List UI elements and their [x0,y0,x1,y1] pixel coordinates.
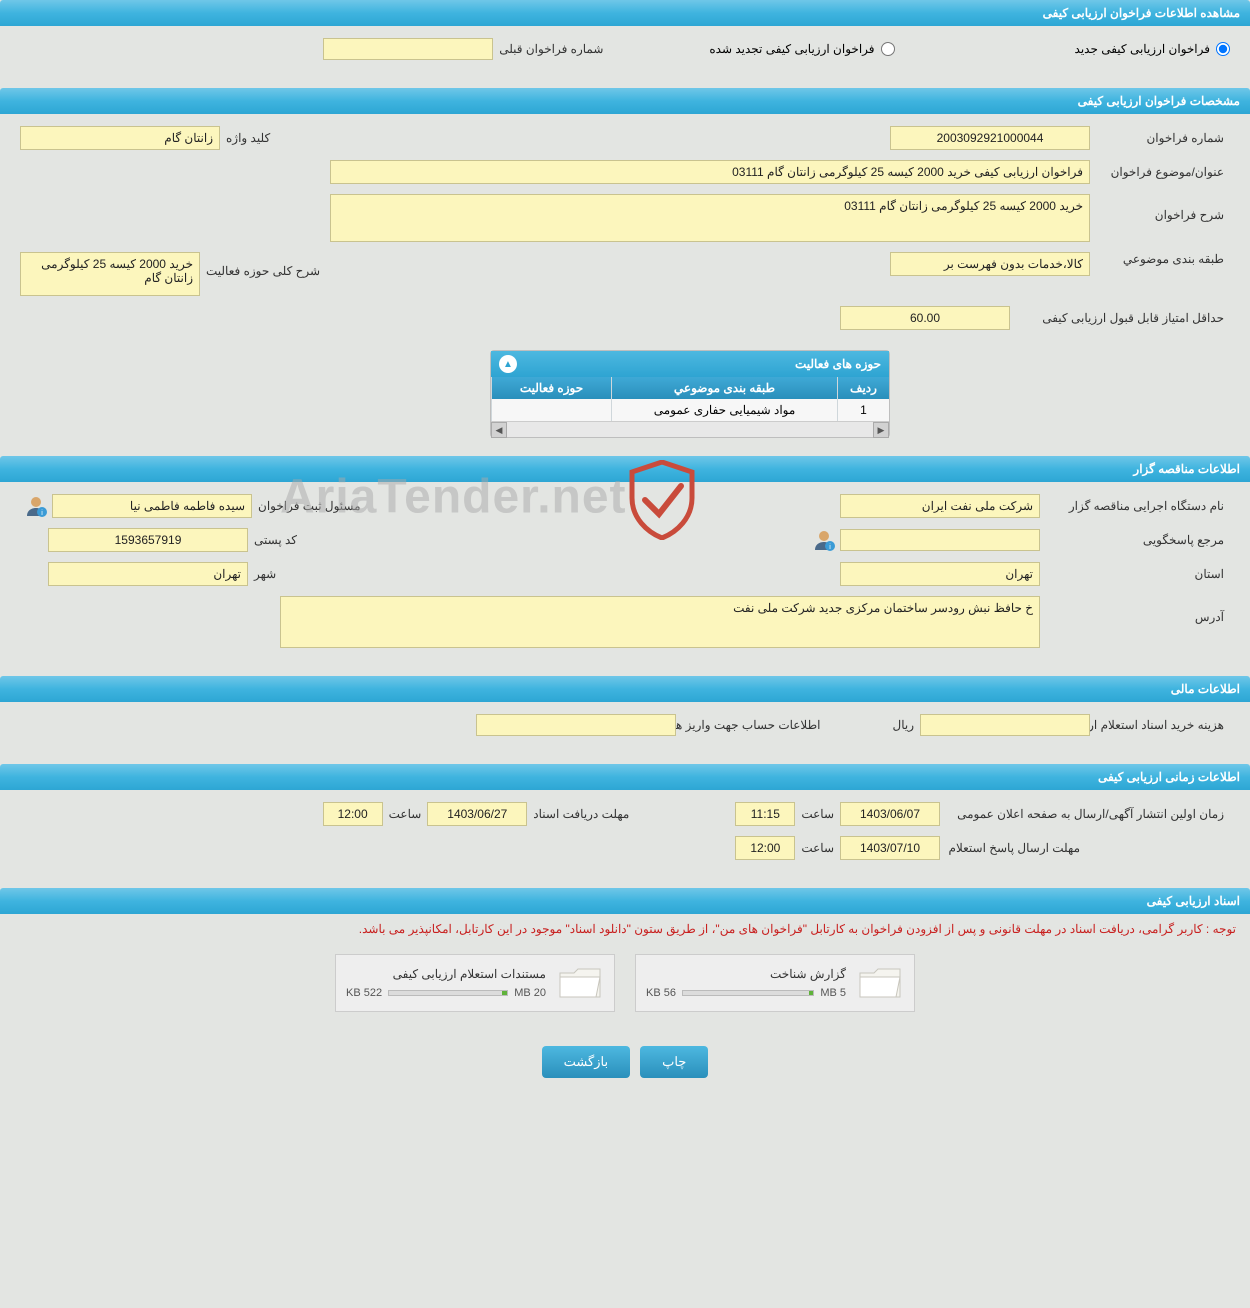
activity-panel-title: حوزه های فعالیت [795,357,881,371]
deadline-label: مهلت دریافت اسناد [527,807,635,821]
folder-icon [856,963,904,1003]
doc-total: 5 MB [820,987,846,999]
user-icon: i [24,494,48,518]
doc-card[interactable]: گزارش شناخت 5 MB 56 KB [635,954,915,1012]
col-idx-header: ردیف [837,377,889,399]
city-field: تهران [48,562,248,586]
col-act-header: حوزه فعالیت [491,377,611,399]
deadline-time-field: 12:00 [323,802,383,826]
folder-icon [556,963,604,1003]
scroll-right-icon[interactable]: ▶ [873,422,889,438]
desc-field: خرید 2000 کیسه 25 کیلوگرمی زانتان گام 03… [330,194,1090,242]
doc-used: 522 KB [346,987,382,999]
time-word: ساعت [795,807,840,821]
progress-bar [682,990,814,996]
postal-field: 1593657919 [48,528,248,552]
keyword-label: کلید واژه [220,131,276,145]
deadline-date-field: 1403/06/27 [427,802,527,826]
registrar-label: مسئول ثبت فراخوان [252,499,367,513]
registrar-field: سیده فاطمه فاطمی نیا [52,494,252,518]
cell-cat: مواد شیمیایی حفاری عمومی [611,399,837,421]
main-header: مشاهده اطلاعات فراخوان ارزیابی کیفی [0,0,1250,26]
cell-idx: 1 [837,399,889,421]
radio-renewed[interactable]: فراخوان ارزیابی کیفی تجدید شده [709,42,894,56]
response-time-field: 12:00 [735,836,795,860]
dept-label: نام دستگاه اجرایی مناقصه گزار [1040,499,1230,513]
postal-label: کد پستی [248,533,303,547]
cell-act [491,399,611,421]
response-label: مهلت ارسال پاسخ استعلام [940,841,1230,855]
spec-header: مشخصات فراخوان ارزیابی کیفی [0,88,1250,114]
contact-field [840,529,1040,551]
number-label: شماره فراخوان [1090,131,1230,145]
account-label: اطلاعات حساب جهت واریز هزینه خرید اسناد [676,718,826,732]
activity-desc-label: شرح کلی حوزه فعالیت [200,252,326,278]
publish-date-field: 1403/06/07 [840,802,940,826]
doc-title: گزارش شناخت [646,967,846,981]
address-label: آدرس [1040,596,1230,624]
contact-label: مرجع پاسخگویی [1040,533,1230,547]
title-field: فراخوان ارزیابی کیفی خرید 2000 کیسه 25 ک… [330,160,1090,184]
cost-label: هزینه خرید اسناد استعلام ارزیابی کیفی [1090,718,1230,732]
activity-panel: حوزه های فعالیت ▲ ردیف طبقه بندی موضوعي … [490,350,890,438]
city-label: شهر [248,567,282,581]
category-label: طبقه بندی موضوعي [1090,252,1230,266]
account-field [476,714,676,736]
category-field: کالا،خدمات بدون فهرست بر [890,252,1090,276]
doc-title: مستندات استعلام ارزیابی کیفی [346,967,546,981]
province-field: تهران [840,562,1040,586]
organizer-header: اطلاعات مناقصه گزار [0,456,1250,482]
collapse-icon[interactable]: ▲ [499,355,517,373]
publish-label: زمان اولین انتشار آگهی/ارسال به صفحه اعل… [940,807,1230,821]
radio-new-label: فراخوان ارزیابی کیفی جدید [1075,42,1210,56]
time-word: ساعت [795,841,840,855]
rial-label: ریال [886,718,920,732]
table-row: 1مواد شیمیایی حفاری عمومی [491,399,889,421]
doc-used: 56 KB [646,987,676,999]
radio-new[interactable]: فراخوان ارزیابی کیفی جدید [1075,42,1230,56]
prev-number-label: شماره فراخوان قبلی [493,42,609,56]
financial-header: اطلاعات مالی [0,676,1250,702]
doc-card[interactable]: مستندات استعلام ارزیابی کیفی 20 MB 522 KB [335,954,615,1012]
response-date-field: 1403/07/10 [840,836,940,860]
docs-header: اسناد ارزیابی کیفی [0,888,1250,914]
scroll-left-icon[interactable]: ◀ [491,422,507,438]
user-icon: i [812,528,836,552]
activity-desc-field: خرید 2000 کیسه 25 کیلوگرمی زانتان گام [20,252,200,296]
cost-field [920,714,1090,736]
progress-bar [388,990,508,996]
address-field: خ حافظ نبش رودسر ساختمان مرکزی جدید شرکت… [280,596,1040,648]
grid-scrollbar[interactable]: ▶ ◀ [491,421,889,437]
title-label: عنوان/موضوع فراخوان [1090,165,1230,179]
desc-label: شرح فراخوان [1090,194,1230,222]
keyword-field: زانتان گام [20,126,220,150]
publish-time-field: 11:15 [735,802,795,826]
col-cat-header: طبقه بندی موضوعي [611,377,837,399]
min-score-label: حداقل امتیاز قابل قبول ارزیابی کیفی [1010,311,1230,325]
number-field: 2003092921000044 [890,126,1090,150]
min-score-field: 60.00 [840,306,1010,330]
docs-notice: توجه : کاربر گرامی، دریافت اسناد در مهلت… [0,914,1250,944]
prev-number-field [323,38,493,60]
radio-renewed-input[interactable] [881,42,895,56]
radio-new-input[interactable] [1216,42,1230,56]
province-label: استان [1040,567,1230,581]
radio-renewed-label: فراخوان ارزیابی کیفی تجدید شده [709,42,874,56]
time-word: ساعت [383,807,428,821]
print-button[interactable]: چاپ [640,1046,708,1078]
back-button[interactable]: بازگشت [542,1046,630,1078]
doc-total: 20 MB [514,987,546,999]
timing-header: اطلاعات زمانی ارزیابی کیفی [0,764,1250,790]
dept-field: شرکت ملی نفت ایران [840,494,1040,518]
